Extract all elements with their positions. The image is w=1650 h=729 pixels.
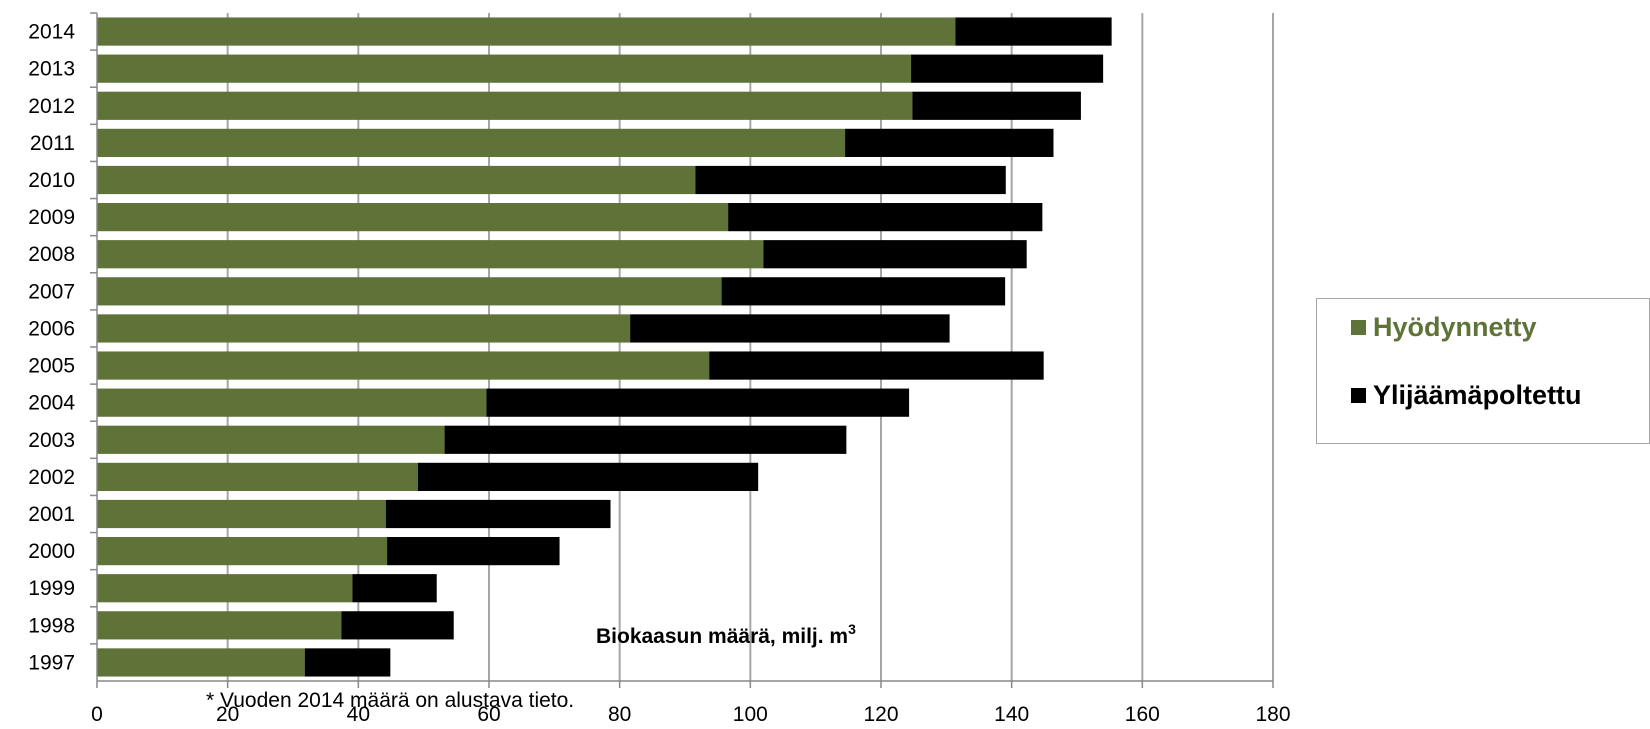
y-tick-label-2002: 2002 (28, 466, 75, 489)
bar-hyodynnetty-2013 (97, 54, 912, 83)
y-tick-label-2014: 2014 (28, 21, 75, 44)
bar-ylijaamapoltettu-1998 (341, 611, 454, 640)
y-tick-label-2004: 2004 (28, 392, 75, 415)
x-tick-label-60: 60 (477, 703, 500, 726)
bar-ylijaamapoltettu-2009 (728, 203, 1043, 232)
bar-ylijaamapoltettu-2007 (721, 277, 1006, 306)
bar-hyodynnetty-2002 (97, 462, 418, 491)
x-tick-label-0: 0 (91, 703, 103, 726)
bar-hyodynnetty-2006 (97, 314, 631, 343)
x-axis: 0 20 40 60 80 100 120 140 160 180 (91, 680, 1291, 726)
y-axis: 1997 1998 1999 2000 2001 2002 2003 2004 2005 2006… (28, 12, 98, 681)
x-tick-label-140: 140 (994, 703, 1029, 726)
bar-ylijaamapoltettu-2003 (444, 425, 847, 454)
bar-hyodynnetty-2012 (97, 91, 913, 120)
bar-hyodynnetty-1999 (97, 574, 353, 603)
bar-hyodynnetty-1997 (97, 648, 305, 677)
y-tick-label-2006: 2006 (28, 317, 75, 340)
x-axis-title-superscript: 3 (848, 621, 856, 637)
legend-item-ylijaamapoltettu: Ylijäämäpoltettu (1351, 380, 1582, 411)
y-tick-label-1999: 1999 (28, 577, 75, 600)
bar-ylijaamapoltettu-2004 (486, 388, 910, 417)
bar-hyodynnetty-2003 (97, 425, 445, 454)
legend-swatch-hyodynnetty (1351, 320, 1366, 335)
y-tick-label-2000: 2000 (28, 540, 75, 563)
bar-ylijaamapoltettu-2002 (417, 462, 759, 491)
y-tick-label-2003: 2003 (28, 429, 75, 452)
bar-hyodynnetty-2011 (97, 128, 846, 157)
y-tick-label-2010: 2010 (28, 169, 75, 192)
footnote: * Vuoden 2014 määrä on alustava tieto. (206, 689, 574, 712)
bar-ylijaamapoltettu-2013 (911, 54, 1104, 83)
y-tick-label-1998: 1998 (28, 614, 75, 637)
bar-ylijaamapoltettu-2006 (630, 314, 950, 343)
bar-ylijaamapoltettu-2014 (955, 17, 1112, 46)
legend-label-ylijaamapoltettu: Ylijäämäpoltettu (1373, 380, 1582, 410)
y-tick-label-2012: 2012 (28, 95, 75, 118)
gridlines (226, 13, 1274, 681)
bar-hyodynnetty-2009 (97, 203, 729, 232)
bar-hyodynnetty-1998 (97, 611, 342, 640)
bars (97, 17, 1112, 677)
y-tick-label-2001: 2001 (28, 503, 75, 526)
y-tick-label-1997: 1997 (28, 651, 75, 674)
y-tick-label-2007: 2007 (28, 280, 75, 303)
legend-item-hyodynnetty: Hyödynnetty (1351, 312, 1537, 343)
bar-hyodynnetty-2004 (97, 388, 487, 417)
bar-hyodynnetty-2005 (97, 351, 710, 380)
legend-label-hyodynnetty: Hyödynnetty (1373, 312, 1537, 342)
bar-ylijaamapoltettu-2000 (387, 537, 560, 566)
x-axis-title: Biokaasun määrä, milj. m3 (596, 621, 856, 648)
y-tick-label-2005: 2005 (28, 355, 75, 378)
y-tick-label-2013: 2013 (28, 58, 75, 81)
x-tick-label-100: 100 (733, 703, 768, 726)
x-tick-label-120: 120 (863, 703, 898, 726)
bar-ylijaamapoltettu-2001 (385, 499, 611, 529)
bar-hyodynnetty-2007 (97, 277, 722, 306)
bar-ylijaamapoltettu-2011 (845, 128, 1054, 157)
bar-ylijaamapoltettu-2012 (912, 91, 1081, 120)
bar-ylijaamapoltettu-2008 (763, 240, 1027, 269)
legend: Hyödynnetty Ylijäämäpoltettu (1316, 298, 1650, 444)
bar-hyodynnetty-2014 (97, 17, 956, 46)
bar-hyodynnetty-2008 (97, 240, 764, 269)
bar-ylijaamapoltettu-2005 (709, 351, 1044, 380)
y-tick-label-2011: 2011 (30, 132, 75, 155)
bar-ylijaamapoltettu-2010 (695, 165, 1006, 195)
bar-hyodynnetty-2010 (97, 165, 696, 195)
y-tick-label-2009: 2009 (28, 206, 75, 229)
x-tick-label-40: 40 (347, 703, 370, 726)
bar-ylijaamapoltettu-1999 (352, 574, 437, 603)
x-tick-label-180: 180 (1255, 703, 1290, 726)
bar-hyodynnetty-2001 (97, 499, 386, 529)
x-tick-label-80: 80 (608, 703, 631, 726)
y-tick-label-2008: 2008 (28, 243, 75, 266)
bar-hyodynnetty-2000 (97, 537, 388, 566)
legend-swatch-ylijaamapoltettu (1351, 388, 1366, 403)
bar-ylijaamapoltettu-1997 (304, 648, 391, 677)
x-tick-label-20: 20 (216, 703, 239, 726)
x-tick-label-160: 160 (1125, 703, 1160, 726)
x-axis-title-text: Biokaasun määrä, milj. m (596, 625, 848, 648)
